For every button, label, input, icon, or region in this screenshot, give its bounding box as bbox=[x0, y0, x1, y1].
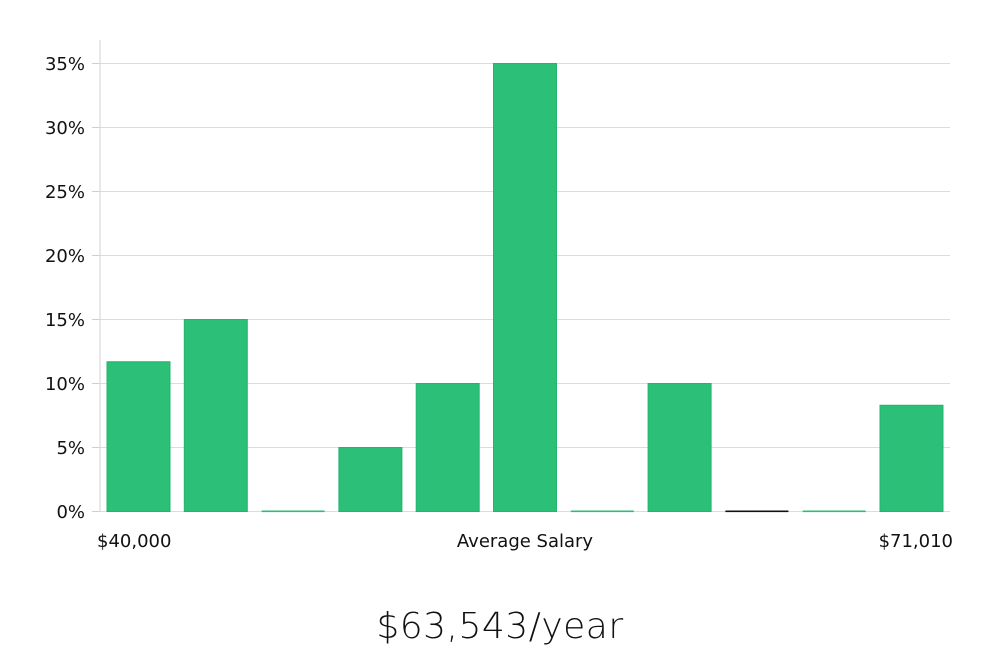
bar-8 bbox=[647, 383, 712, 512]
bar-1 bbox=[106, 361, 171, 512]
y-tick-label-20: 20% bbox=[45, 246, 85, 267]
y-tick-label-35: 35% bbox=[45, 54, 85, 75]
average-salary-headline: $63,543/year bbox=[376, 606, 624, 647]
bar-9 bbox=[725, 510, 789, 513]
y-tick-label-15: 15% bbox=[45, 310, 85, 331]
x-min-label: $40,000 bbox=[97, 531, 171, 552]
bar-10 bbox=[802, 510, 866, 513]
bar-2 bbox=[183, 319, 248, 512]
bar-5 bbox=[415, 383, 480, 512]
bar-3 bbox=[261, 510, 325, 513]
bar-7 bbox=[570, 510, 634, 513]
x-max-label: $71,010 bbox=[879, 531, 953, 552]
bar-chart-svg: 0% 5% 10% 15% 20% 25% 30% 35% $40,000 Average Sal… bbox=[45, 40, 953, 552]
bar-6 bbox=[493, 63, 557, 512]
bar-11 bbox=[879, 404, 944, 513]
y-tick-label-0: 0% bbox=[56, 502, 85, 523]
y-tick-label-10: 10% bbox=[45, 374, 85, 395]
x-axis-label: Average Salary bbox=[457, 531, 594, 552]
bar-4 bbox=[338, 447, 403, 512]
y-tick-label-5: 5% bbox=[56, 438, 85, 459]
y-tick-label-25: 25% bbox=[45, 182, 85, 203]
y-tick-label-30: 30% bbox=[45, 118, 85, 139]
